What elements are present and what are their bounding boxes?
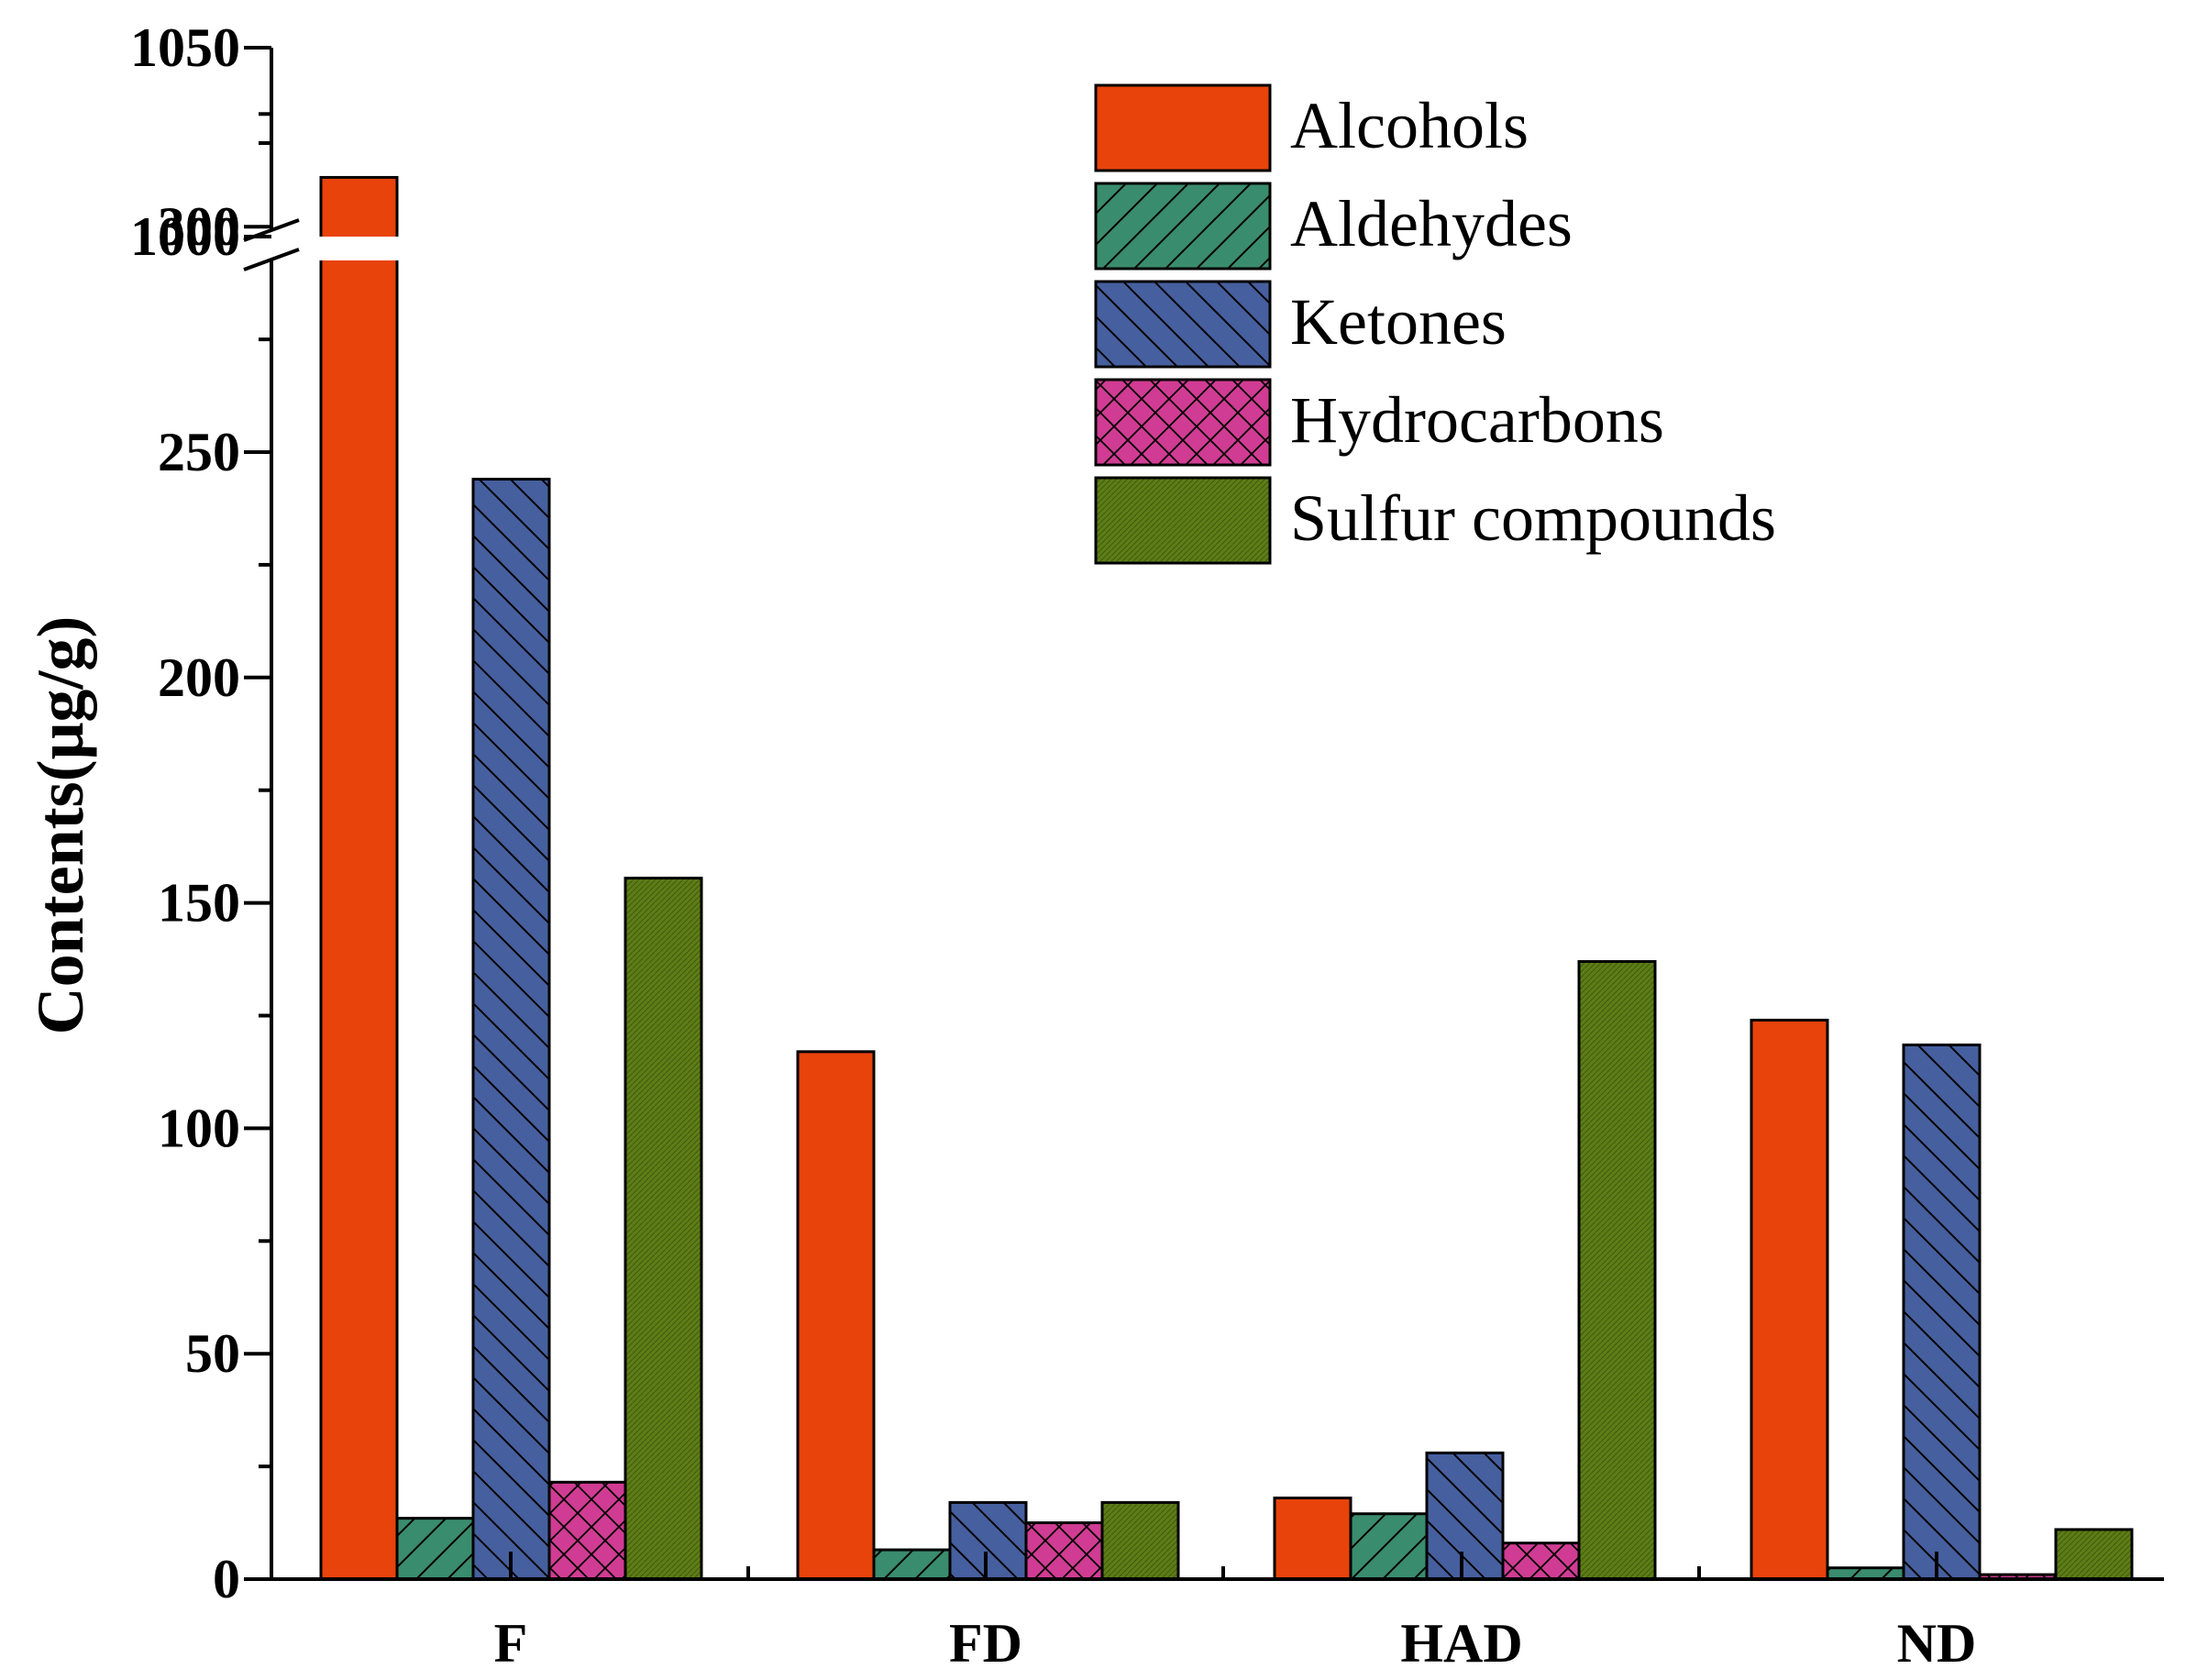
bars-group — [319, 175, 2134, 1581]
bar-hydrocarbons-f — [547, 1480, 627, 1581]
y-axis-label: Contents(μg/g) — [24, 616, 97, 1035]
axes-group — [243, 48, 2164, 1581]
bar-aldehydes-fd — [872, 1548, 952, 1581]
bar-sulfur-compounds-had — [1577, 960, 1657, 1581]
bar-hydrocarbons-fd — [1024, 1521, 1104, 1581]
x-tick-label: HAD — [1400, 1613, 1522, 1674]
legend-label: Alcohols — [1290, 89, 1529, 162]
y-tick-label: 50 — [185, 1323, 240, 1384]
y-tick-label: 100 — [158, 1098, 240, 1158]
bar-alcohols-fd — [796, 1050, 876, 1581]
axis-break-mark — [243, 248, 300, 271]
bar-sulfur-compounds-f — [624, 877, 703, 1581]
legend-label: Sulfur compounds — [1290, 481, 1776, 555]
legend-swatch-hydrocarbons — [1094, 378, 1272, 467]
y-tick-label: 1000 — [130, 206, 240, 267]
y-tick-label: 250 — [158, 422, 240, 482]
bar-sulfur-compounds-fd — [1100, 1500, 1180, 1581]
y-tick-label: 300 — [158, 196, 240, 257]
bar-sulfur-compounds-nd — [2054, 1528, 2134, 1581]
legend-swatch-sulfur-compounds — [1094, 476, 1272, 565]
legend-label: Hydrocarbons — [1290, 383, 1664, 457]
legend-label: Ketones — [1290, 285, 1507, 359]
legend-swatch-aldehydes — [1094, 182, 1272, 271]
x-ticks-group: F FD HAD ND — [494, 1552, 1977, 1674]
y-tick-label: 150 — [158, 873, 240, 934]
bar-alcohols-f — [319, 175, 399, 1581]
bar-hydrocarbons-had — [1501, 1542, 1581, 1581]
x-tick-label: FD — [949, 1613, 1022, 1674]
y-tick-label: 0 — [213, 1549, 240, 1609]
bar-aldehydes-had — [1349, 1512, 1429, 1581]
bar-ketones-f — [471, 477, 551, 1581]
bar-alcohols-had — [1273, 1497, 1352, 1581]
legend-swatch-ketones — [1094, 280, 1272, 369]
x-tick-label: F — [494, 1613, 528, 1674]
bar-break-gap — [319, 237, 399, 260]
y-tick-label: 200 — [158, 647, 240, 708]
legend: Alcohols Aldehydes Ketones Hydrocarbons Sulf… — [1094, 83, 1776, 565]
bar-alcohols-nd — [1750, 1018, 1829, 1581]
y-tick-label: 1050 — [130, 17, 240, 78]
bar-ketones-nd — [1902, 1043, 1982, 1581]
legend-swatch-alcohols — [1094, 83, 1272, 172]
bar-ketones-fd — [948, 1500, 1028, 1581]
legend-label: Aldehydes — [1290, 187, 1573, 260]
bar-ketones-had — [1425, 1451, 1505, 1581]
x-tick-label: ND — [1897, 1613, 1977, 1674]
bar-aldehydes-f — [395, 1517, 475, 1581]
